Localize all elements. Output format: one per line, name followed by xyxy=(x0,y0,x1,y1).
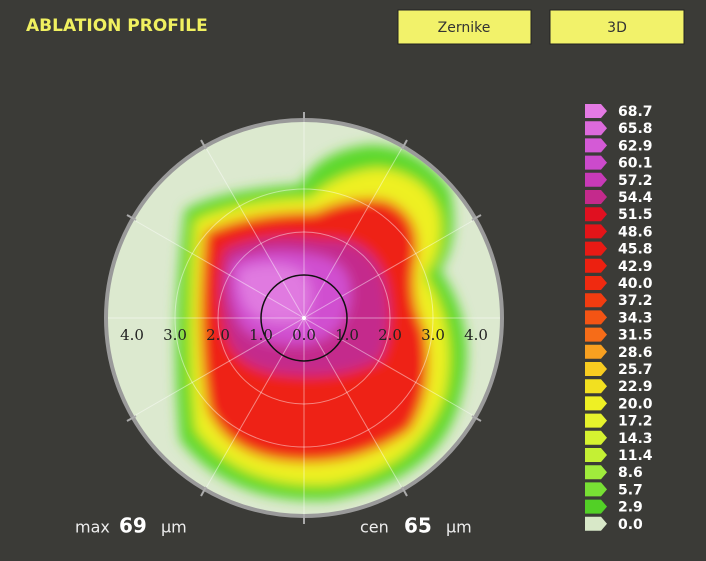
scale-swatch xyxy=(585,482,607,497)
scale-label: 0.0 xyxy=(618,517,643,533)
scale-swatch xyxy=(585,293,607,308)
scale-swatch xyxy=(585,430,607,445)
axis-label: 4.0 xyxy=(120,326,144,344)
axis-label: 1.0 xyxy=(249,326,273,344)
scale-label: 60.1 xyxy=(618,156,653,172)
axis-label: 3.0 xyxy=(163,326,187,344)
scale-swatch xyxy=(585,448,607,462)
scale-label: 51.5 xyxy=(618,207,653,223)
axis-label: 3.0 xyxy=(421,326,445,344)
inner-ring xyxy=(260,274,348,362)
scale-label: 31.5 xyxy=(618,328,653,344)
scale-swatch xyxy=(585,138,607,153)
scale-swatch xyxy=(585,344,607,359)
scale-label: 14.3 xyxy=(618,431,653,447)
stat-label: max xyxy=(75,518,110,537)
scale-label: 25.7 xyxy=(618,362,653,378)
scale-label: 8.6 xyxy=(618,465,643,481)
scale-swatch xyxy=(585,190,607,204)
scale-swatch xyxy=(585,104,607,118)
stat-label: cen xyxy=(360,518,389,537)
scale-label: 68.7 xyxy=(618,104,653,120)
center xyxy=(302,316,306,320)
scale-label: 11.4 xyxy=(618,448,653,464)
scale-label: 40.0 xyxy=(618,276,653,292)
scale-swatch xyxy=(585,241,607,256)
scale-label: 34.3 xyxy=(618,310,653,326)
scale-swatch xyxy=(585,499,607,514)
scale-swatch xyxy=(585,276,607,290)
scale-label: 45.8 xyxy=(618,242,653,258)
scale-label: 65.8 xyxy=(618,121,653,137)
3d-label[interactable]: 3D xyxy=(607,20,627,36)
ticks xyxy=(126,112,482,524)
zernike-label[interactable]: Zernike xyxy=(438,20,491,36)
scale-swatch xyxy=(585,155,607,170)
3d-button[interactable] xyxy=(549,9,685,45)
scale-label: 42.9 xyxy=(618,259,653,275)
scale-swatch xyxy=(585,310,607,325)
scale-label: 48.6 xyxy=(618,224,653,240)
scale-swatch xyxy=(585,172,607,187)
scale-swatch xyxy=(585,258,607,273)
scale-swatch xyxy=(585,379,607,394)
scale-label: 20.0 xyxy=(618,396,653,412)
scale-label: 62.9 xyxy=(618,138,653,154)
scale-label: 5.7 xyxy=(618,482,643,498)
stat-unit: µm xyxy=(161,518,187,537)
stat-unit: µm xyxy=(446,518,472,537)
scale-label: 57.2 xyxy=(618,173,653,189)
scale-label: 22.9 xyxy=(618,379,653,395)
axis-label: 2.0 xyxy=(206,326,230,344)
axis-label: 0.0 xyxy=(292,326,316,344)
scale-swatch xyxy=(585,465,607,480)
scale-swatch xyxy=(585,121,607,136)
axis-label: 1.0 xyxy=(335,326,359,344)
axis-label: 2.0 xyxy=(378,326,402,344)
scale-swatch xyxy=(585,362,607,376)
title: ABLATION PROFILE xyxy=(26,16,208,36)
scale-swatch xyxy=(585,224,607,239)
scale-swatch xyxy=(585,207,607,222)
scale-label: 28.6 xyxy=(618,345,653,361)
scale-swatch xyxy=(585,327,607,342)
scale-swatch xyxy=(585,396,607,411)
heat-map xyxy=(176,145,467,501)
scale-label: 2.9 xyxy=(618,500,643,516)
scale-swatch xyxy=(585,413,607,428)
stat-value: 65 xyxy=(404,514,432,538)
scale-label: 17.2 xyxy=(618,414,653,430)
stat-value: 69 xyxy=(119,514,147,538)
scale-swatch xyxy=(585,516,607,531)
axis-label: 4.0 xyxy=(464,326,488,344)
scale-label: 54.4 xyxy=(618,190,653,206)
zernike-button[interactable] xyxy=(397,9,532,45)
scale-label: 37.2 xyxy=(618,293,653,309)
